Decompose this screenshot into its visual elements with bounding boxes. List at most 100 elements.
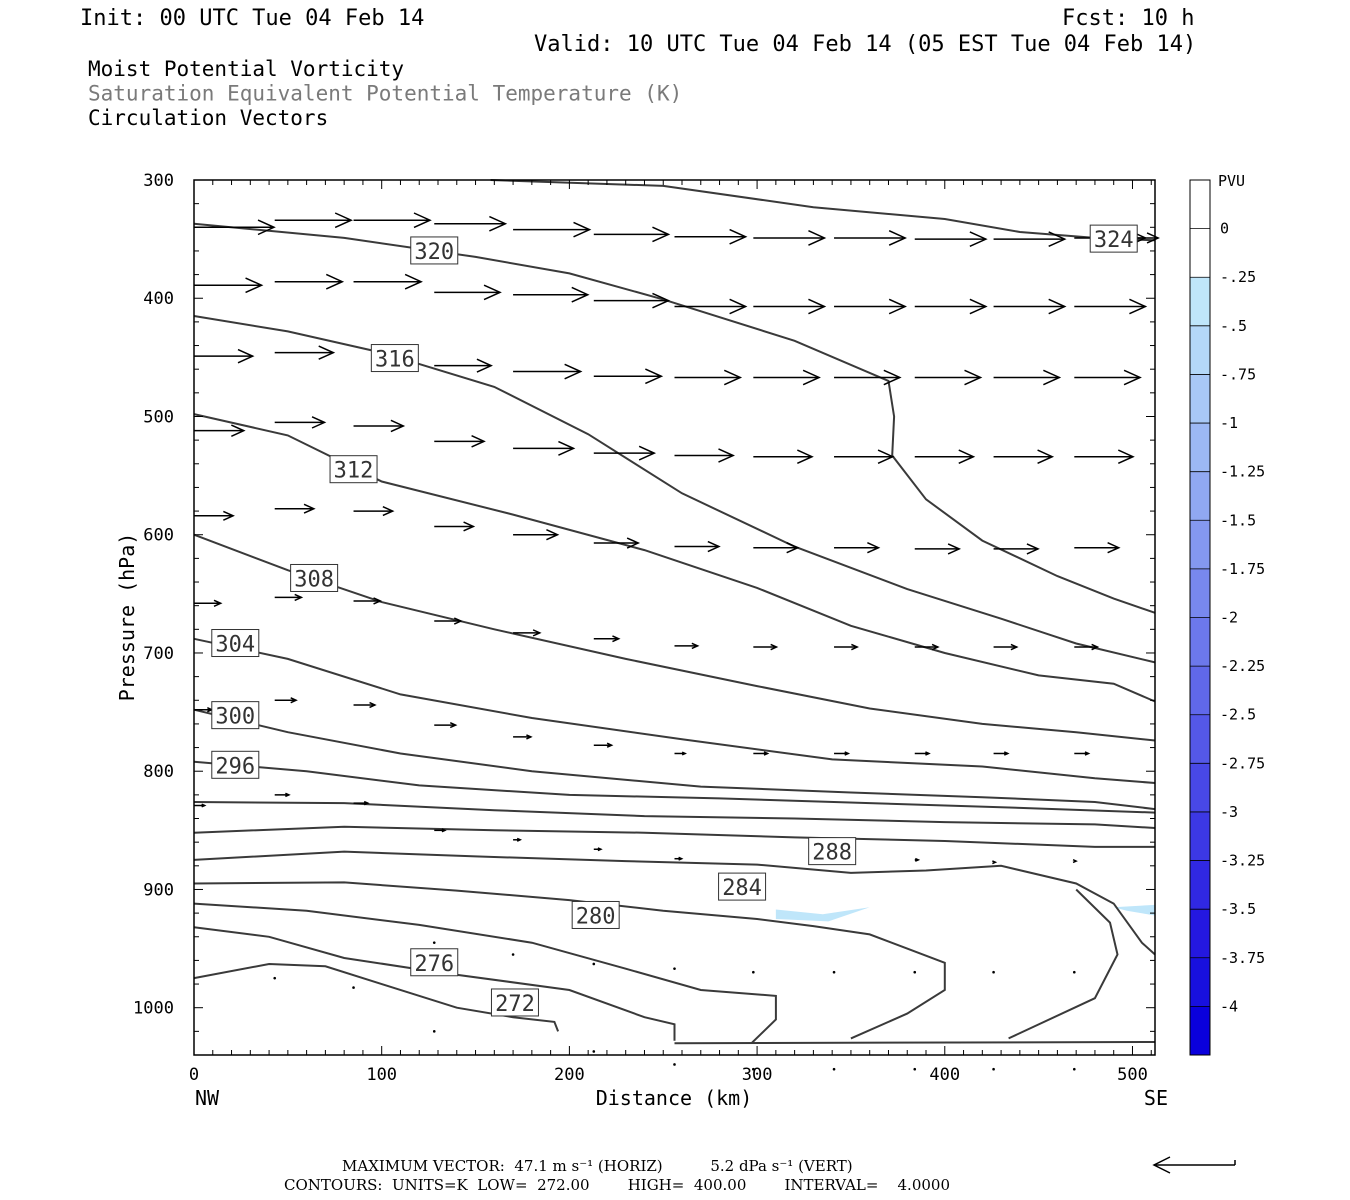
wind-vector [674, 642, 700, 650]
contour-label-box [1089, 224, 1138, 253]
wind-vector [993, 643, 1019, 651]
wind-vector [834, 230, 907, 246]
wind-vector [194, 510, 235, 521]
wind-vector [194, 219, 276, 236]
wind-vector [194, 424, 246, 437]
forecast-hour-text: Fcst: 10 h [1062, 6, 1194, 31]
wind-vector [593, 368, 664, 385]
colorbar-swatch [1190, 1006, 1210, 1055]
wind-vector [434, 284, 502, 301]
vector-dot [432, 941, 436, 944]
vector-dot [913, 1067, 917, 1071]
wind-vector [993, 449, 1055, 464]
colorbar-label: -4 [1220, 997, 1238, 1015]
colorbar-swatch [1190, 617, 1210, 667]
contour-label: 316 [375, 348, 415, 373]
colorbar-swatch [1190, 471, 1210, 521]
wind-vector [353, 597, 383, 605]
wind-vector [593, 537, 641, 549]
x-tick-label: 300 [742, 1065, 773, 1085]
pv-colorbar: 0 -.25 -.5 -.75 -1 -1.25 -1.5 -1.75 -2 -2.25 -2.5 -… [1189, 179, 1265, 1056]
contour-label: 284 [722, 876, 762, 901]
colorbar-label: -2.25 [1220, 657, 1265, 675]
pv-shading [775, 904, 1155, 922]
vector-dot [592, 962, 596, 966]
x-tick-label: 400 [929, 1065, 960, 1085]
y-axis-label: Pressure (hPa) [115, 533, 139, 702]
wind-vector [434, 617, 463, 625]
wind-vector [194, 277, 264, 294]
wind-vector [274, 345, 336, 360]
wind-vector [834, 542, 881, 554]
wind-vector [914, 298, 988, 315]
colorbar-swatch [1190, 228, 1210, 278]
wind-vector [674, 298, 748, 315]
colorbar-label: -1.5 [1220, 511, 1256, 529]
wind-vector [753, 643, 779, 651]
wind-vector [513, 837, 523, 842]
colorbar-label: 0 [1220, 220, 1229, 238]
field-title-0: Moist Potential Vorticity [88, 57, 404, 81]
colorbar-label: -3.75 [1220, 949, 1265, 967]
colorbar-swatch [1190, 811, 1210, 861]
x-tick-label: 200 [554, 1065, 585, 1085]
contour-line-324 [490, 179, 1156, 242]
contour-line-308 [193, 533, 1156, 742]
field-title-2: Circulation Vectors [88, 106, 328, 130]
colorbar-label: -2 [1220, 609, 1238, 627]
wind-vector [834, 449, 895, 464]
wind-vector [1074, 643, 1100, 651]
contour-labels: 324 320 316 312 308 304 300 296 288 284 280 276 272 [211, 224, 1138, 1017]
contour-label: 280 [576, 904, 616, 929]
init-time-text: Init: 00 UTC Tue 04 Feb 14 [80, 6, 424, 31]
wind-vector [1074, 369, 1142, 386]
contour-label-box [718, 872, 767, 901]
colorbar-swatch [1190, 374, 1210, 424]
wind-vector [434, 435, 486, 448]
wind-vector [914, 857, 921, 862]
wind-vector [1072, 859, 1078, 864]
wind-vector [1074, 542, 1121, 554]
contour-label-box [370, 344, 419, 373]
wind-vector [593, 847, 603, 852]
x-tick-label: 100 [366, 1065, 397, 1085]
wind-vector [1074, 298, 1148, 315]
contour-line-unlabeled-15 [674, 1041, 1156, 1045]
wind-vector [353, 273, 423, 290]
contour-line-272 [193, 962, 560, 1032]
theta-es-contours [193, 179, 1156, 1045]
colorbar-label: -2.75 [1220, 754, 1265, 772]
contour-label: 324 [1094, 228, 1134, 253]
contour-label-box [808, 837, 857, 866]
contour-label: 276 [414, 952, 454, 977]
vector-dot [432, 1030, 436, 1033]
wind-vector [513, 529, 560, 541]
valid-time-text: Valid: 10 UTC Tue 04 Feb 14 (05 EST Tue … [534, 32, 1196, 57]
wind-vector [914, 643, 940, 651]
wind-vector [353, 419, 406, 433]
colorbar-label: -1.75 [1220, 560, 1265, 578]
contour-label-box [211, 629, 260, 658]
contour-label-box [490, 988, 539, 1017]
wind-vector [674, 856, 684, 861]
colorbar-swatch [1190, 666, 1210, 715]
contour-label-box [410, 236, 459, 265]
contour-line-288 [193, 850, 1156, 956]
vector-dot [592, 1050, 596, 1053]
colorbar-label: -.25 [1220, 268, 1256, 286]
weak-vector-dots [273, 941, 1076, 1071]
colorbar-label: -3 [1220, 803, 1238, 821]
wind-vector [674, 448, 735, 463]
contour-label: 296 [215, 754, 255, 779]
colorbar-swatch [1190, 325, 1210, 375]
colorbar-title: PVU [1218, 172, 1245, 190]
wind-vector [914, 751, 931, 756]
vector-dot [673, 1063, 676, 1066]
y-tick-label: 300 [143, 171, 174, 191]
max-vector-text: MAXIMUM VECTOR: 47.1 m s⁻¹ (HORIZ) 5.2 d… [342, 1157, 853, 1175]
colorbar-label: -.5 [1220, 317, 1247, 335]
contour-info-text: CONTOURS: UNITS=K LOW= 272.00 HIGH= 400.… [284, 1176, 950, 1194]
wind-vector [593, 292, 671, 309]
